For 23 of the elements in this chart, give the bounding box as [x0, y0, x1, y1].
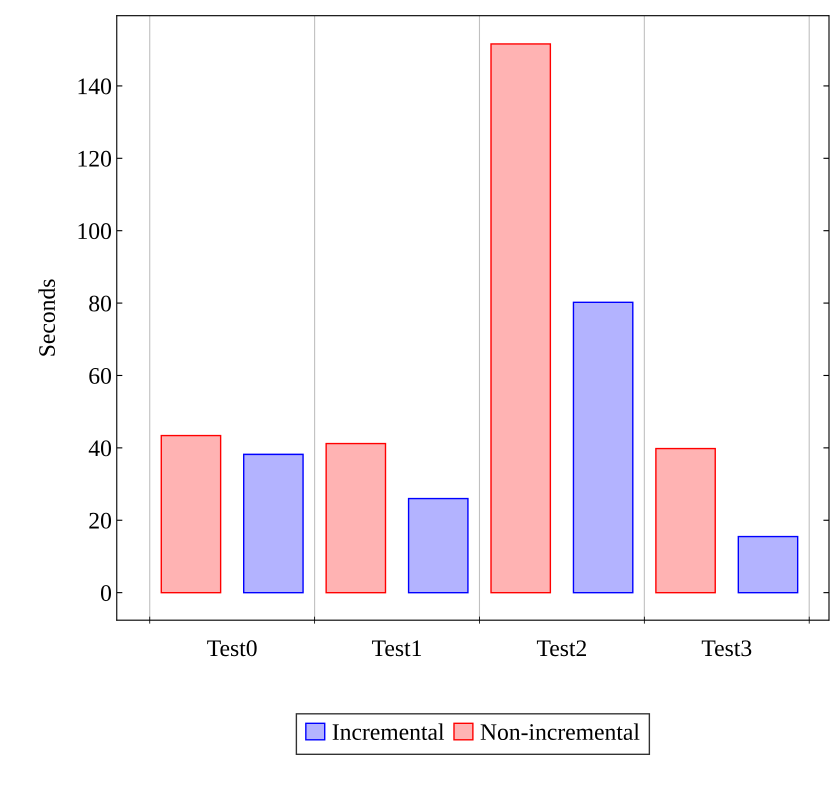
y-tick-label: 140: [78, 78, 111, 94]
bar: [325, 442, 386, 594]
bar: [408, 498, 469, 594]
legend-label: Incremental: [332, 723, 444, 740]
x-tick-label: Test2: [536, 640, 586, 656]
y-tick-label: 0: [100, 585, 111, 602]
y-tick-label: 20: [89, 512, 111, 529]
y-axis-title: Seconds: [38, 279, 56, 356]
x-tick-label: Test0: [207, 640, 257, 656]
bar: [655, 448, 716, 594]
bar: [738, 536, 798, 594]
bar: [490, 43, 552, 594]
y-tick-label: 60: [89, 368, 111, 384]
y-tick-label: 40: [88, 440, 111, 456]
y-tick-label: 120: [78, 150, 111, 167]
y-tick-label: 80: [89, 296, 111, 312]
y-tick-label: 100: [78, 223, 111, 240]
x-tick-label: Test1: [372, 640, 422, 656]
bar: [160, 434, 222, 594]
x-tick-label: Test3: [702, 640, 752, 656]
bar: [243, 454, 304, 594]
legend-label: Non-incremental: [480, 723, 640, 740]
bar: [572, 302, 634, 594]
